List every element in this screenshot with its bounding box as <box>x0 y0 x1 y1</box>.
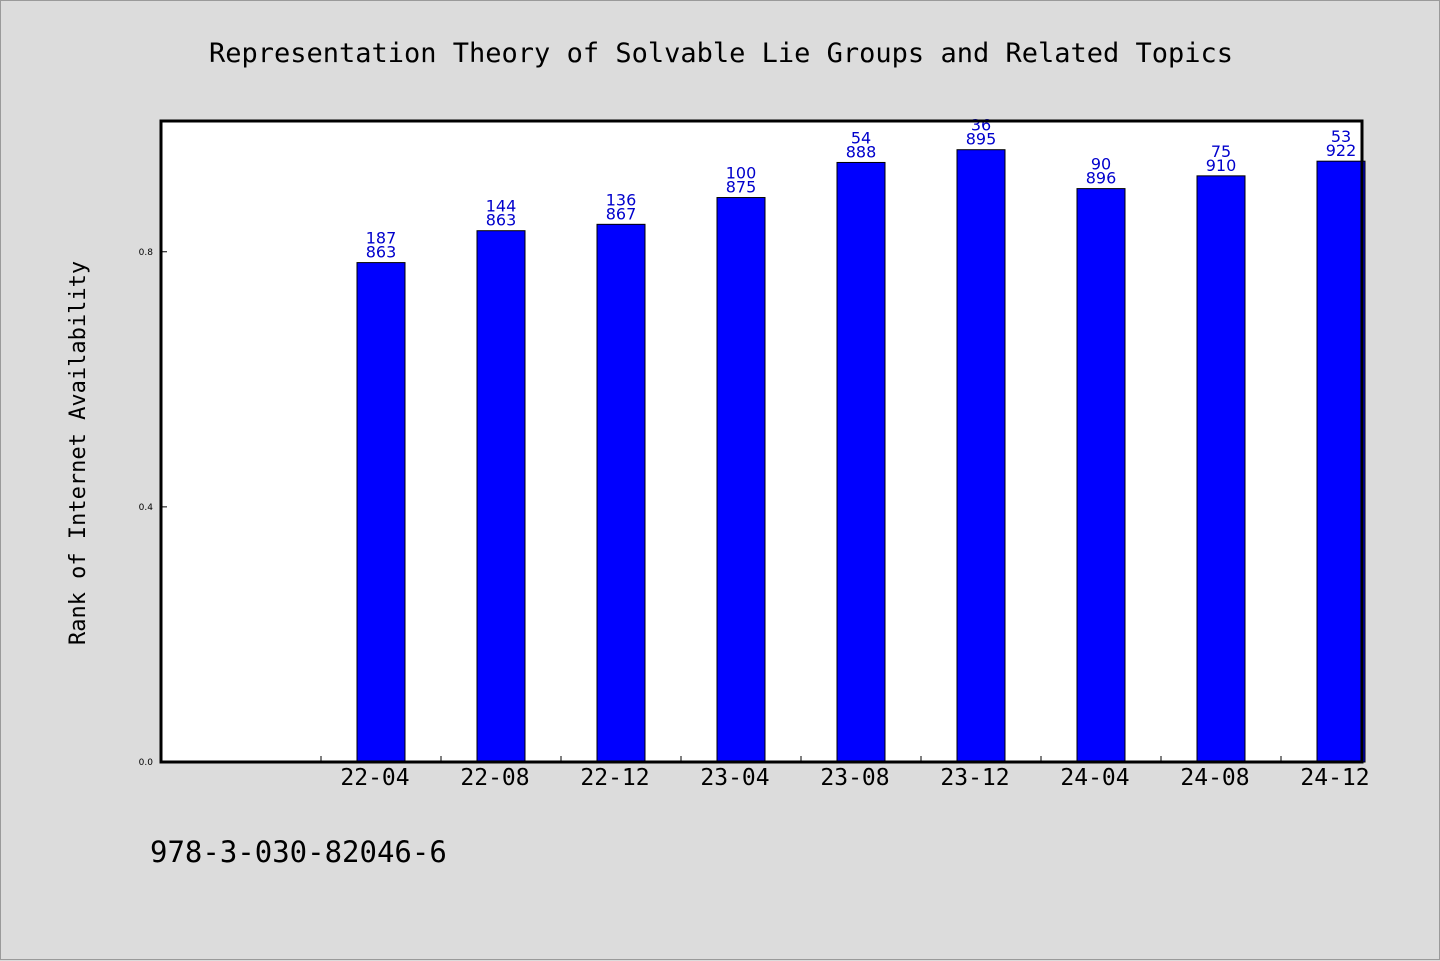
y-tick-label: 0.0 <box>139 758 154 768</box>
data-label-bottom: 867 <box>606 204 637 223</box>
x-tick-label: 22-04 <box>340 765 409 791</box>
data-label-top: 75 <box>1211 142 1231 161</box>
x-tick-label: 23-04 <box>700 765 769 791</box>
data-label-top: 100 <box>726 164 757 183</box>
data-label-bottom: 875 <box>726 178 757 197</box>
bar <box>1316 160 1366 763</box>
bar <box>596 223 646 763</box>
y-axis-label: Rank of Internet Availability <box>66 261 91 645</box>
data-label-bottom: 910 <box>1206 156 1237 175</box>
x-tick-label: 23-12 <box>940 765 1009 791</box>
data-label-top: 53 <box>1331 127 1351 146</box>
data-label-bottom: 888 <box>846 142 877 161</box>
bar <box>836 161 886 763</box>
x-tick-label: 22-08 <box>460 765 529 791</box>
bar <box>1076 188 1126 763</box>
data-label-top: 54 <box>851 128 871 147</box>
data-label-bottom: 863 <box>486 211 517 230</box>
bars <box>356 149 1366 763</box>
data-label-top: 187 <box>366 229 397 248</box>
x-tick-label: 24-12 <box>1300 765 1369 791</box>
x-tick-labels: 22-04 22-08 22-12 23-04 23-08 23-12 24-04 24-08… <box>340 765 1369 791</box>
bar <box>476 230 526 763</box>
x-tick-label: 22-12 <box>580 765 649 791</box>
bar <box>1196 175 1246 763</box>
chart-title: Representation Theory of Solvable Lie Gr… <box>209 38 1233 69</box>
bar <box>716 197 766 763</box>
isbn-label: 978-3-030-82046-6 <box>150 835 447 869</box>
bar <box>956 149 1006 763</box>
y-tick-labels: 0.0 0.4 0.8 <box>139 248 154 768</box>
data-label-top: 136 <box>606 190 637 209</box>
y-tick-label: 0.8 <box>139 248 154 258</box>
x-tick-label: 23-08 <box>820 765 889 791</box>
data-label-bottom: 863 <box>366 243 397 262</box>
bar <box>356 262 406 763</box>
data-label-top: 90 <box>1091 155 1111 174</box>
y-tick-label: 0.4 <box>139 503 154 513</box>
data-labels: 1878631448631368671008755488836895908967… <box>366 116 1357 262</box>
x-tick-label: 24-08 <box>1180 765 1249 791</box>
plot-border <box>159 119 1364 764</box>
data-label-bottom: 922 <box>1326 141 1357 160</box>
data-label-top: 144 <box>486 197 517 216</box>
data-label-bottom: 895 <box>966 130 997 149</box>
x-tick-label: 24-04 <box>1060 765 1129 791</box>
data-label-bottom: 896 <box>1086 169 1117 188</box>
